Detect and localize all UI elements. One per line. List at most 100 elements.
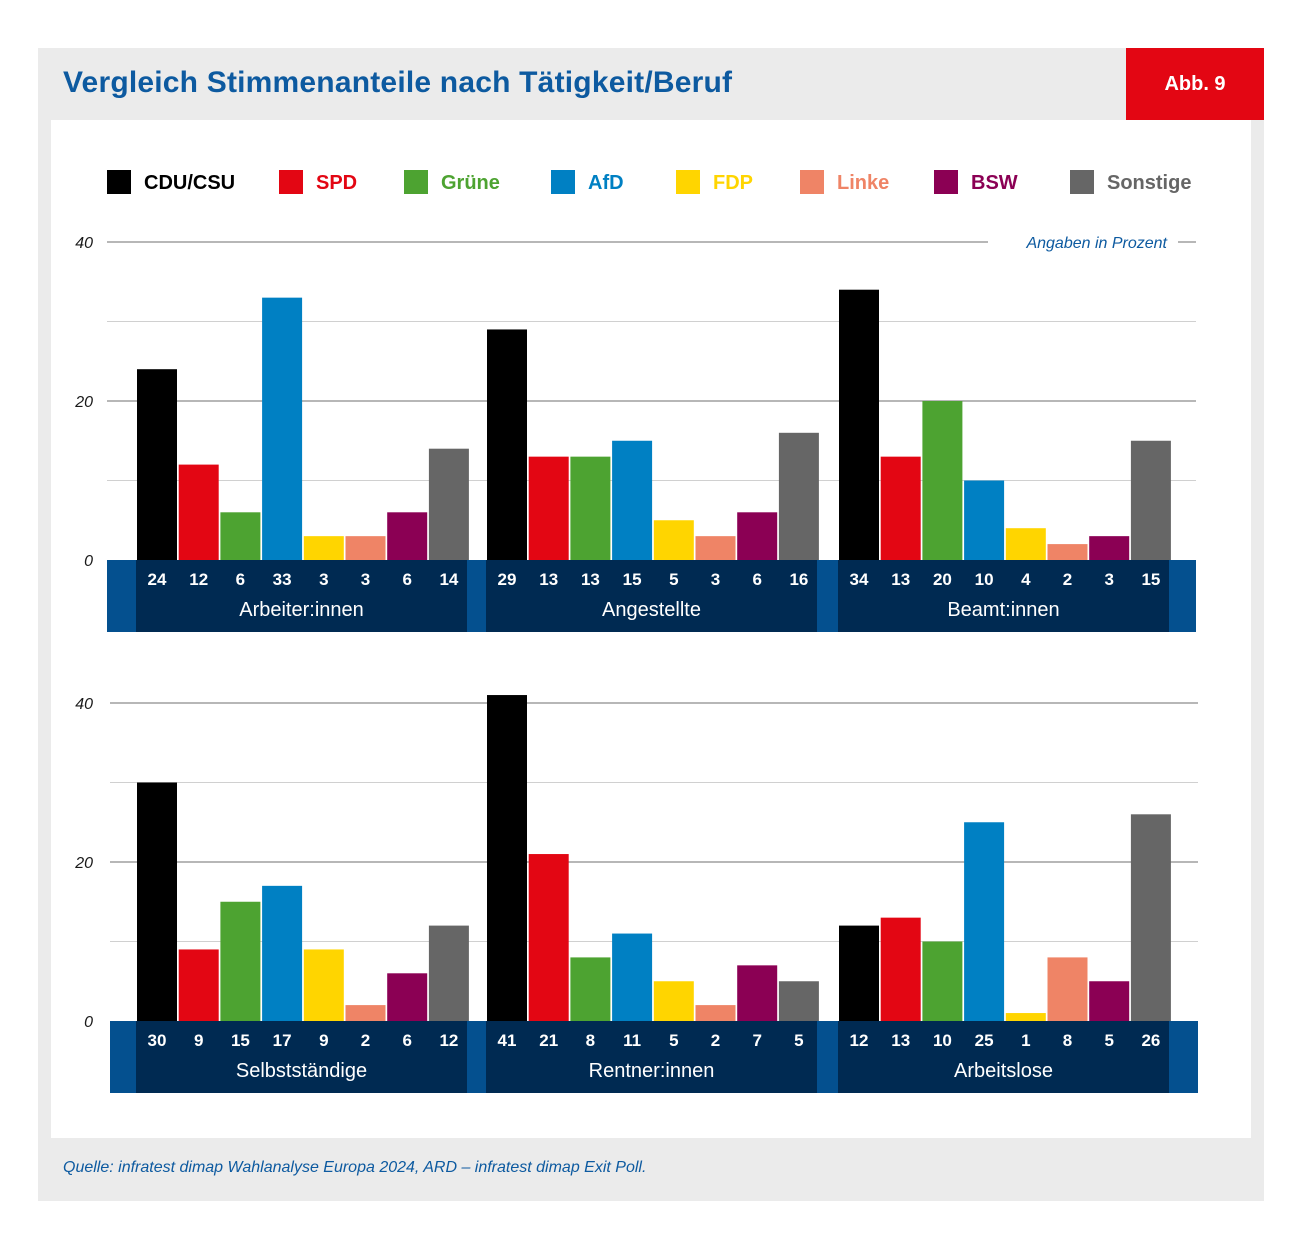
data-label: 11 — [623, 1031, 641, 1050]
bar — [137, 782, 177, 1021]
legend-label: FDP — [713, 172, 753, 194]
data-label: 8 — [586, 1031, 595, 1050]
bar — [964, 480, 1005, 560]
data-label: 21 — [539, 1031, 558, 1050]
legend-swatch — [1070, 170, 1094, 194]
data-label: 24 — [148, 570, 167, 589]
data-label: 15 — [231, 1031, 250, 1050]
bar — [178, 464, 219, 560]
bar — [137, 369, 177, 560]
data-label: 5 — [1104, 1031, 1113, 1050]
y-tick-label: 40 — [75, 696, 93, 713]
y-tick-label: 0 — [84, 1014, 93, 1031]
bar — [778, 981, 819, 1021]
group-label-box — [838, 560, 1169, 632]
legend-label: AfD — [588, 172, 624, 194]
data-label: 33 — [273, 570, 292, 589]
bar — [964, 822, 1005, 1021]
legend-swatch — [279, 170, 303, 194]
data-label: 2 — [361, 1031, 370, 1050]
bar — [1089, 536, 1130, 560]
data-label: 6 — [236, 570, 245, 589]
group-label-box — [486, 1021, 817, 1093]
bar — [880, 917, 921, 1021]
data-label: 13 — [891, 570, 910, 589]
legend-label: Grüne — [441, 172, 500, 194]
bar — [1005, 528, 1046, 560]
bar — [528, 854, 569, 1021]
bar — [303, 536, 344, 560]
data-label: 9 — [319, 1031, 328, 1050]
bar — [922, 941, 963, 1021]
bar — [262, 297, 303, 560]
data-label: 5 — [669, 570, 678, 589]
data-label: 6 — [402, 570, 411, 589]
bar — [487, 695, 527, 1021]
data-label: 3 — [711, 570, 720, 589]
legend-label: Sonstige — [1107, 172, 1191, 194]
data-label: 26 — [1141, 1031, 1160, 1050]
bar — [922, 401, 963, 560]
data-label: 4 — [1021, 570, 1031, 589]
y-tick-label: 20 — [74, 855, 93, 872]
bar — [220, 512, 261, 560]
bar — [1130, 814, 1171, 1021]
data-label: 13 — [891, 1031, 910, 1050]
bar — [612, 440, 653, 560]
bar — [737, 512, 778, 560]
unit-note: Angaben in Prozent — [1025, 235, 1167, 252]
data-label: 2 — [711, 1031, 720, 1050]
bar — [612, 933, 653, 1021]
category-label: Angestellte — [602, 599, 701, 621]
bar — [428, 925, 469, 1021]
data-label: 17 — [273, 1031, 292, 1050]
y-tick-label: 20 — [74, 394, 93, 411]
bar — [839, 289, 879, 560]
legend-label: CDU/CSU — [144, 172, 235, 194]
data-label: 15 — [623, 570, 642, 589]
bar — [695, 1005, 736, 1021]
data-label: 41 — [498, 1031, 517, 1050]
group-label-box — [838, 1021, 1169, 1093]
data-label: 5 — [669, 1031, 678, 1050]
legend-swatch — [934, 170, 958, 194]
data-label: 30 — [148, 1031, 167, 1050]
bar — [220, 901, 261, 1021]
y-tick-label: 40 — [75, 235, 93, 252]
legend-swatch — [800, 170, 824, 194]
legend-swatch — [676, 170, 700, 194]
data-label: 3 — [361, 570, 370, 589]
bar — [695, 536, 736, 560]
bar — [428, 448, 469, 560]
data-label: 5 — [794, 1031, 803, 1050]
group-label-box — [486, 560, 817, 632]
data-label: 2 — [1063, 570, 1072, 589]
data-label: 6 — [752, 570, 761, 589]
bar — [345, 536, 386, 560]
data-label: 7 — [752, 1031, 761, 1050]
data-label: 10 — [975, 570, 994, 589]
data-label: 20 — [933, 570, 952, 589]
data-label: 10 — [933, 1031, 952, 1050]
data-label: 15 — [1141, 570, 1160, 589]
bar — [1130, 440, 1171, 560]
legend-swatch — [551, 170, 575, 194]
category-label: Arbeiter:innen — [239, 599, 364, 621]
bar — [1047, 957, 1088, 1021]
legend-label: Linke — [837, 172, 889, 194]
data-label: 1 — [1021, 1031, 1030, 1050]
data-label: 9 — [194, 1031, 203, 1050]
bar — [778, 432, 819, 560]
legend-label: SPD — [316, 172, 357, 194]
data-label: 8 — [1063, 1031, 1072, 1050]
bar — [528, 456, 569, 560]
bar — [653, 981, 694, 1021]
category-label: Arbeitslose — [954, 1060, 1053, 1082]
data-label: 12 — [189, 570, 208, 589]
y-tick-label: 0 — [84, 553, 93, 570]
bar — [1047, 544, 1088, 560]
bar — [487, 329, 527, 560]
bar — [345, 1005, 386, 1021]
bar — [839, 925, 879, 1021]
